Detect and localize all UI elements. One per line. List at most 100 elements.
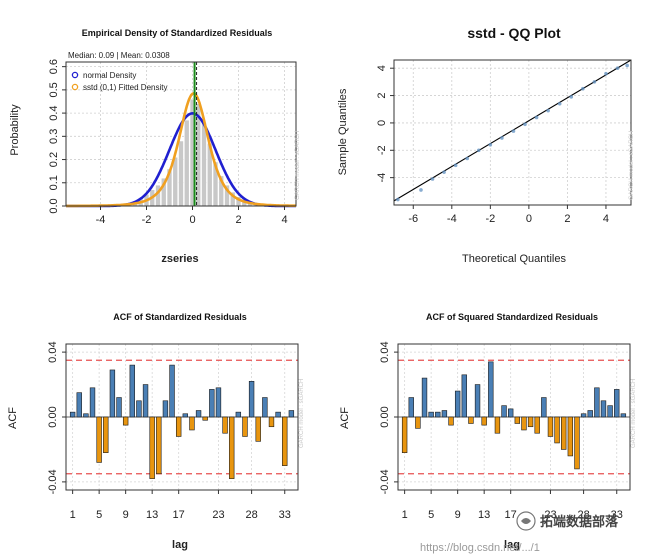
acf-bar (96, 416, 102, 463)
acf-bar (189, 416, 195, 431)
sq-acf-bar (481, 416, 487, 426)
acf-xlabel: lag (172, 539, 188, 551)
qq-xtick-label: 2 (564, 213, 570, 225)
qq-frame (393, 59, 632, 206)
sq-acf-xtick-label: 1 (402, 509, 408, 521)
acf-title: ACF of Standardized Residuals (113, 312, 247, 322)
acf-bar (202, 416, 208, 421)
qq-point (557, 101, 562, 106)
sq-acf-bar (567, 416, 574, 457)
acf-xtick-label: 28 (245, 509, 257, 521)
qq-point (442, 170, 446, 174)
sq-acf-bar (607, 405, 613, 418)
qq-ylabel: Sample Quantiles (337, 88, 349, 175)
acf-bar (248, 381, 255, 418)
acf-bar (142, 384, 149, 418)
qq-point (453, 163, 458, 168)
qq-plot-area: -6 -4 -2 0 2 4 -4 -2 0 2 4 (376, 59, 632, 225)
acf-bar (136, 400, 142, 418)
density-xtick-label: 0 (189, 214, 195, 226)
qq-point (523, 122, 527, 127)
acf-bar (109, 369, 116, 418)
density-title: Empirical Density of Standardized Residu… (82, 28, 273, 38)
sq-acf-bar (554, 416, 560, 444)
acf-bar (149, 416, 155, 479)
sq-acf-bar (415, 416, 421, 429)
acf-bar (195, 410, 202, 418)
sq-acf-bar (521, 416, 527, 431)
acf-bar (288, 410, 295, 418)
acf-bar (89, 387, 96, 418)
sq-acf-ylabel: ACF (339, 407, 351, 429)
acf-bar (156, 416, 162, 475)
density-hist-bar (172, 156, 179, 207)
sq-acf-xtick-label: 9 (455, 509, 461, 521)
sq-acf-bar (547, 416, 554, 437)
acf-ytick-label: -0.04 (47, 469, 59, 494)
qq-xtick-label: -2 (485, 213, 495, 225)
sq-acf-bar (587, 410, 593, 418)
density-xlabel: zseries (161, 253, 198, 265)
qq-point (625, 63, 629, 68)
qq-point (465, 156, 470, 161)
qq-point (476, 148, 481, 153)
density-ytick-label: 0.5 (48, 82, 60, 97)
density-frame (65, 61, 297, 207)
density-ytick-label: 0.4 (48, 105, 60, 120)
sq-acf-bar (541, 397, 547, 418)
density-ytick-label: 0.2 (48, 152, 60, 167)
acf-bar (275, 411, 281, 418)
qq-xtick-label: 0 (526, 213, 532, 225)
acf-bar (122, 416, 129, 426)
acf-bar (129, 364, 135, 418)
sq-acf-plot-area: 1 5 9 13 17 23 28 33 -0.04 0.00 0.04 (379, 341, 631, 521)
density-hist-bar (201, 122, 207, 207)
density-subtitle: Median: 0.09 | Mean: 0.0308 (68, 51, 170, 60)
sq-acf-panel: 1 5 9 13 17 23 28 33 -0.04 0.00 0.04 ACF of Square… (339, 312, 637, 551)
qq-point (615, 66, 620, 71)
legend-fitted-label: sstd (0,1) Fitted Density (83, 83, 167, 92)
density-hist-bar (183, 119, 190, 207)
acf-xtick-label: 17 (173, 509, 185, 521)
qq-ytick-label: 4 (376, 65, 388, 71)
density-ytick-label: 0.3 (48, 129, 60, 144)
qq-xtick-label: -4 (447, 213, 457, 225)
sq-acf-bar (574, 416, 580, 470)
acf-bar (83, 413, 89, 418)
sq-acf-bar (580, 413, 587, 418)
qq-point (546, 108, 550, 113)
qq-title: sstd - QQ Plot (467, 25, 561, 41)
sq-acf-bar (488, 361, 494, 418)
sq-acf-xtick-label: 13 (478, 509, 490, 521)
qq-ytick-label: -2 (376, 145, 388, 155)
sq-acf-bar (614, 389, 620, 418)
acf-bar (209, 389, 215, 418)
acf-plot-area: 1 5 9 13 17 23 28 33 -0.04 0.00 0.04 (47, 341, 299, 521)
acf-bar (222, 416, 228, 434)
acf-bar (175, 416, 182, 437)
acf-xtick-label: 5 (96, 509, 102, 521)
qq-point (604, 71, 608, 76)
density-xtick-label: -2 (142, 214, 152, 226)
acf-bar (162, 400, 169, 418)
sq-acf-bar (620, 413, 627, 418)
qq-xtick-label: 4 (603, 213, 609, 225)
qq-point (500, 136, 504, 140)
qq-point (419, 188, 423, 192)
sq-acf-bar (561, 416, 567, 450)
qq-point (534, 115, 539, 120)
qq-ytick-label: -4 (376, 173, 388, 183)
watermark-brand: 拓端数据部落 (540, 514, 619, 529)
sq-acf-xtick-label: 28 (577, 509, 589, 521)
acf-bar (182, 413, 189, 418)
density-ylabel: Probability (9, 104, 21, 156)
sq-acf-bar (514, 416, 521, 424)
qq-point (396, 197, 400, 202)
acf-xtick-label: 33 (279, 509, 291, 521)
acf-bar (282, 416, 288, 466)
density-xtick-label: 2 (235, 214, 241, 226)
density-ytick-label: 0.0 (48, 198, 60, 213)
sq-acf-bar (441, 410, 448, 418)
density-legend: normal Density sstd (0,1) Fitted Density (71, 71, 167, 92)
sq-acf-bar (435, 411, 441, 418)
